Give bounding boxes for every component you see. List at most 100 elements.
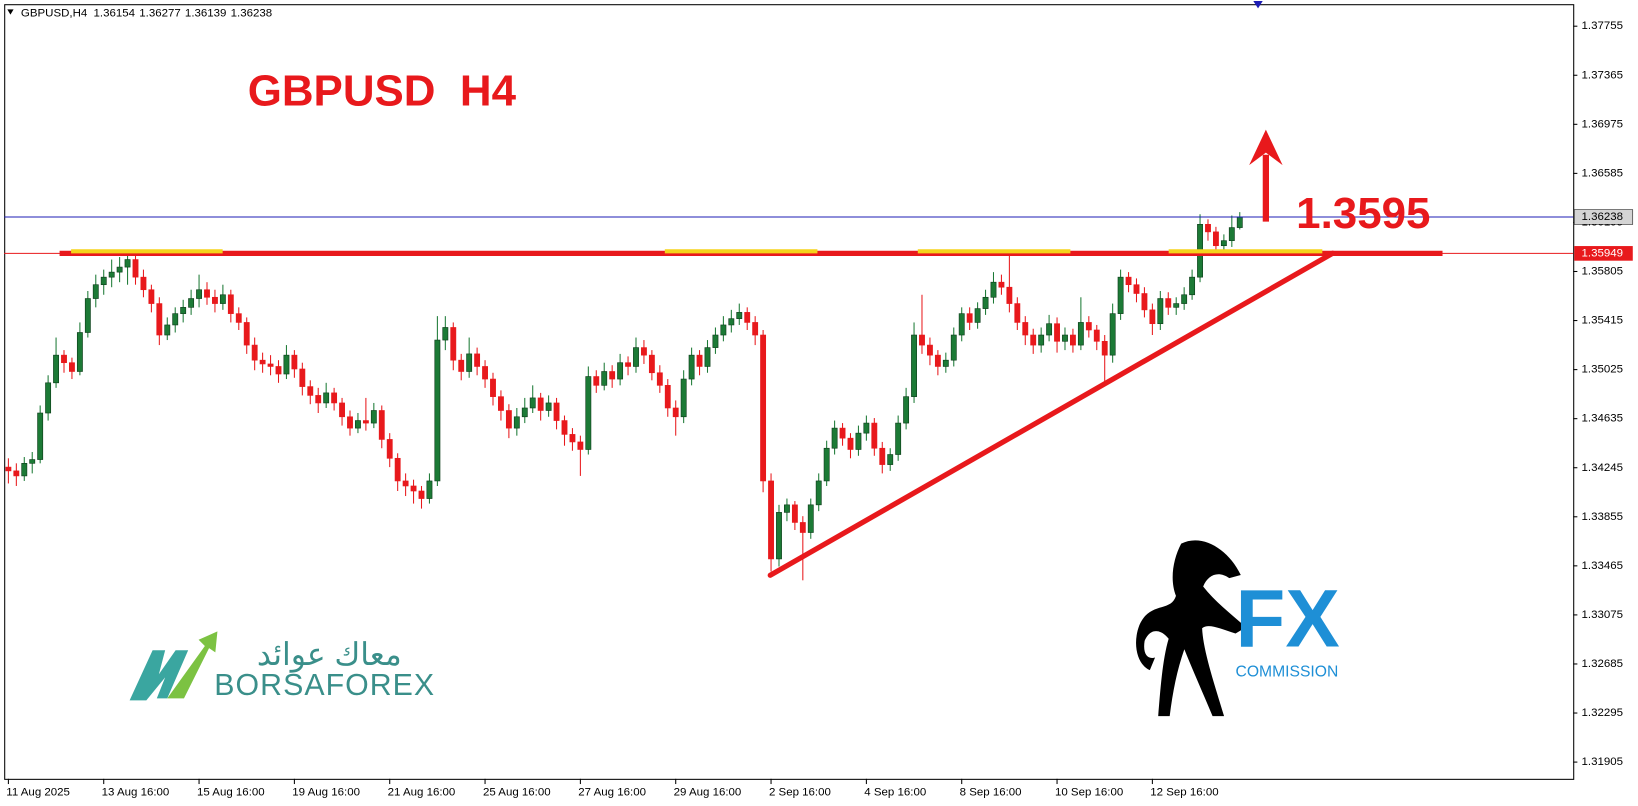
candle-body <box>490 378 496 397</box>
candle-body <box>1101 340 1108 356</box>
chart-title: GBPUSD H4 <box>248 67 517 116</box>
candle-body <box>331 392 338 404</box>
candle-body <box>482 366 488 380</box>
candle-body <box>100 276 107 286</box>
candle-body <box>370 410 377 424</box>
candle-body <box>1189 276 1196 296</box>
x-tick-label: 13 Aug 16:00 <box>102 786 170 798</box>
y-tick-label: 1.32685 <box>1582 658 1624 670</box>
logo-fx: FX <box>1236 574 1340 665</box>
candle-body <box>1038 334 1045 346</box>
candle-body <box>934 354 941 367</box>
candle-body <box>871 422 878 449</box>
candle-body <box>942 359 949 367</box>
candle-body <box>553 402 560 421</box>
y-tick-label: 1.37755 <box>1582 20 1624 32</box>
axes: 1.377551.373651.369751.365851.361951.358… <box>6 20 1623 798</box>
candle-body <box>974 308 981 323</box>
candle-body <box>982 296 989 309</box>
candle-body <box>561 420 568 435</box>
candle-body <box>1077 322 1084 346</box>
candle-body <box>196 289 202 299</box>
candle-body <box>394 457 401 482</box>
y-tick-label: 1.33855 <box>1582 511 1624 523</box>
candle-body <box>728 318 735 326</box>
y-tick-label: 1.35415 <box>1582 315 1624 327</box>
candle-body <box>648 354 655 374</box>
candle-body <box>362 420 369 424</box>
candle-body <box>474 353 481 367</box>
candle-body <box>1125 276 1132 286</box>
candle-body <box>164 324 171 336</box>
candle-body <box>1220 240 1227 247</box>
logo-arrow <box>167 631 218 699</box>
candle-body <box>466 353 473 372</box>
candle-body <box>1006 286 1013 304</box>
candle-body <box>807 504 814 533</box>
candle-body <box>315 395 322 404</box>
candle-body <box>84 298 91 333</box>
header-close: 1.36238 <box>231 8 273 20</box>
candle-body <box>823 447 830 482</box>
y-tick-label: 1.35805 <box>1582 266 1624 278</box>
candle-body <box>950 334 957 361</box>
arrow-head <box>1249 129 1283 166</box>
candle-body <box>815 480 822 506</box>
header-high: 1.36277 <box>139 8 181 20</box>
candle-body <box>434 339 441 482</box>
logo-text: BORSAFOREX <box>214 669 435 702</box>
candle-body <box>855 432 862 450</box>
candle-body <box>307 386 314 396</box>
x-tick-label: 2 Sep 16:00 <box>769 786 831 798</box>
candle-body <box>498 396 504 411</box>
x-tick-label: 25 Aug 16:00 <box>483 786 551 798</box>
logo-arabic: معاك عوائد <box>257 637 402 673</box>
candle-body <box>903 396 910 424</box>
candle-body <box>768 480 774 560</box>
candle-body <box>1014 303 1021 323</box>
menu-triangle[interactable] <box>7 9 14 15</box>
candle-body <box>180 307 187 314</box>
candle-body <box>720 324 727 336</box>
candle-body <box>1070 334 1076 346</box>
header-open: 1.36154 <box>94 8 136 20</box>
candle-body <box>958 313 965 336</box>
candle-body <box>283 354 290 375</box>
candle-body <box>1141 293 1148 311</box>
y-tick-label: 1.34245 <box>1582 462 1624 474</box>
candle-body <box>219 294 226 304</box>
candle-body <box>402 480 409 487</box>
level-label: 1.35949 <box>1582 247 1624 259</box>
candle-body <box>776 512 782 560</box>
logo-commission: COMMISSION <box>1236 663 1339 680</box>
candle-body <box>1117 276 1124 314</box>
x-tick-label: 29 Aug 16:00 <box>674 786 742 798</box>
candle-body <box>863 422 870 434</box>
candle-body <box>108 271 115 278</box>
candle-body <box>29 459 36 464</box>
candle-body <box>291 354 298 370</box>
logo-horse <box>1136 540 1247 717</box>
candle-body <box>69 362 75 372</box>
candle-body <box>1133 284 1140 294</box>
candle-body <box>1030 334 1037 346</box>
candle-body <box>744 312 751 323</box>
candle-body <box>1109 313 1116 356</box>
candle-body <box>990 281 997 298</box>
x-tick-label: 21 Aug 16:00 <box>388 786 456 798</box>
candle-body <box>664 385 671 409</box>
level-label-box <box>1574 246 1633 261</box>
candle-body <box>609 371 616 380</box>
candle-body <box>188 298 195 308</box>
x-tick-label: 11 Aug 2025 <box>6 786 70 798</box>
candle-body <box>442 327 449 341</box>
candle-body <box>1157 298 1164 325</box>
candle-body <box>760 334 767 482</box>
candle-body <box>323 392 330 404</box>
candle-body <box>426 480 433 499</box>
candle-body <box>53 354 59 384</box>
candle-body <box>529 397 536 409</box>
plot-frame <box>4 4 1575 780</box>
